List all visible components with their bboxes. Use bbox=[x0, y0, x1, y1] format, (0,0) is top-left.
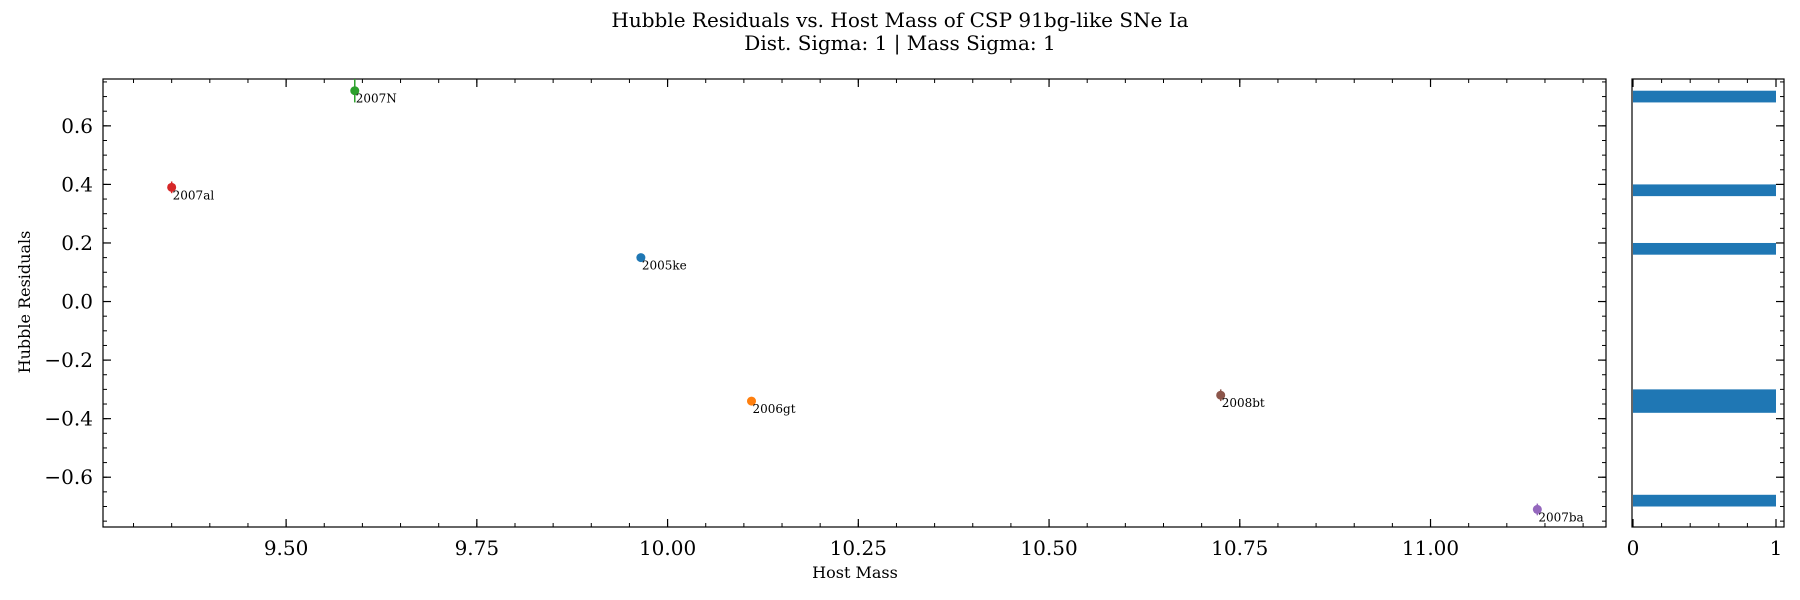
data-point bbox=[636, 253, 646, 263]
histogram-bar bbox=[1633, 494, 1776, 507]
y-tick-label: 0.0 bbox=[61, 290, 93, 314]
point-label: 2007ba bbox=[1538, 510, 1583, 524]
plot-frame bbox=[102, 78, 1607, 528]
histogram-bar bbox=[1633, 389, 1776, 413]
chart-subtitle: Dist. Sigma: 1 | Mass Sigma: 1 bbox=[744, 31, 1055, 56]
x-tick-label: 10.75 bbox=[1211, 536, 1268, 560]
chart-title: Hubble Residuals vs. Host Mass of CSP 91… bbox=[611, 8, 1188, 32]
data-point bbox=[350, 86, 360, 96]
y-tick-label: 0.4 bbox=[61, 172, 93, 196]
x-tick-label: 10.25 bbox=[830, 536, 887, 560]
y-tick-label: −0.6 bbox=[44, 465, 93, 489]
x-tick-label: 9.75 bbox=[455, 536, 500, 560]
point-label: 2005ke bbox=[642, 259, 687, 273]
point-label: 2007N bbox=[356, 92, 397, 106]
y-tick-label: −0.4 bbox=[44, 407, 93, 431]
histogram-tick-label: 0 bbox=[1627, 536, 1640, 560]
data-point bbox=[1216, 390, 1226, 400]
histogram-frame bbox=[1631, 78, 1785, 528]
x-tick-label: 10.00 bbox=[639, 536, 696, 560]
y-tick-label: 0.6 bbox=[61, 114, 93, 138]
point-label: 2006gt bbox=[753, 402, 796, 416]
data-point bbox=[167, 182, 177, 192]
y-axis-label: Hubble Residuals bbox=[15, 231, 34, 374]
y-tick-label: −0.2 bbox=[44, 348, 93, 372]
point-label: 2008bt bbox=[1222, 396, 1265, 410]
x-tick-label: 11.00 bbox=[1402, 536, 1459, 560]
x-axis-label: Host Mass bbox=[812, 563, 898, 582]
data-point bbox=[747, 396, 757, 406]
x-tick-label: 9.50 bbox=[264, 536, 309, 560]
data-point bbox=[1532, 504, 1542, 514]
x-tick-label: 10.50 bbox=[1020, 536, 1077, 560]
histogram-bar bbox=[1633, 184, 1776, 197]
histogram-bar bbox=[1633, 90, 1776, 103]
histogram-bar bbox=[1633, 242, 1776, 255]
point-label: 2007al bbox=[173, 188, 215, 202]
scatter-plot-area: 9.50 9.75 10.00 10.25 10.50 10.75 11.00 0.6 0.4 0… bbox=[44, 78, 1607, 560]
y-tick-label: 0.2 bbox=[61, 231, 93, 255]
histogram-tick-label: 1 bbox=[1770, 536, 1783, 560]
